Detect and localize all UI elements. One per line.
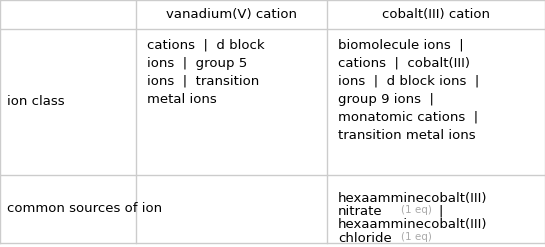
Text: (1 eq): (1 eq) [401, 232, 432, 242]
Text: hexaamminecobalt(III): hexaamminecobalt(III) [338, 218, 487, 231]
Text: chloride: chloride [338, 232, 392, 245]
Text: common sources of ion: common sources of ion [7, 202, 162, 215]
Text: cations  |  d block
ions  |  group 5
ions  |  transition
metal ions: cations | d block ions | group 5 ions | … [147, 39, 265, 106]
Text: ion class: ion class [7, 95, 64, 108]
Text: |: | [439, 205, 443, 218]
Text: (1 eq): (1 eq) [401, 205, 432, 215]
Text: cobalt(III) cation: cobalt(III) cation [382, 8, 490, 21]
Text: nitrate: nitrate [338, 205, 383, 218]
Text: vanadium(V) cation: vanadium(V) cation [166, 8, 297, 21]
Text: biomolecule ions  |
cations  |  cobalt(III)
ions  |  d block ions  |
group 9 ion: biomolecule ions | cations | cobalt(III)… [338, 39, 479, 142]
Text: hexaamminecobalt(III): hexaamminecobalt(III) [338, 192, 487, 205]
